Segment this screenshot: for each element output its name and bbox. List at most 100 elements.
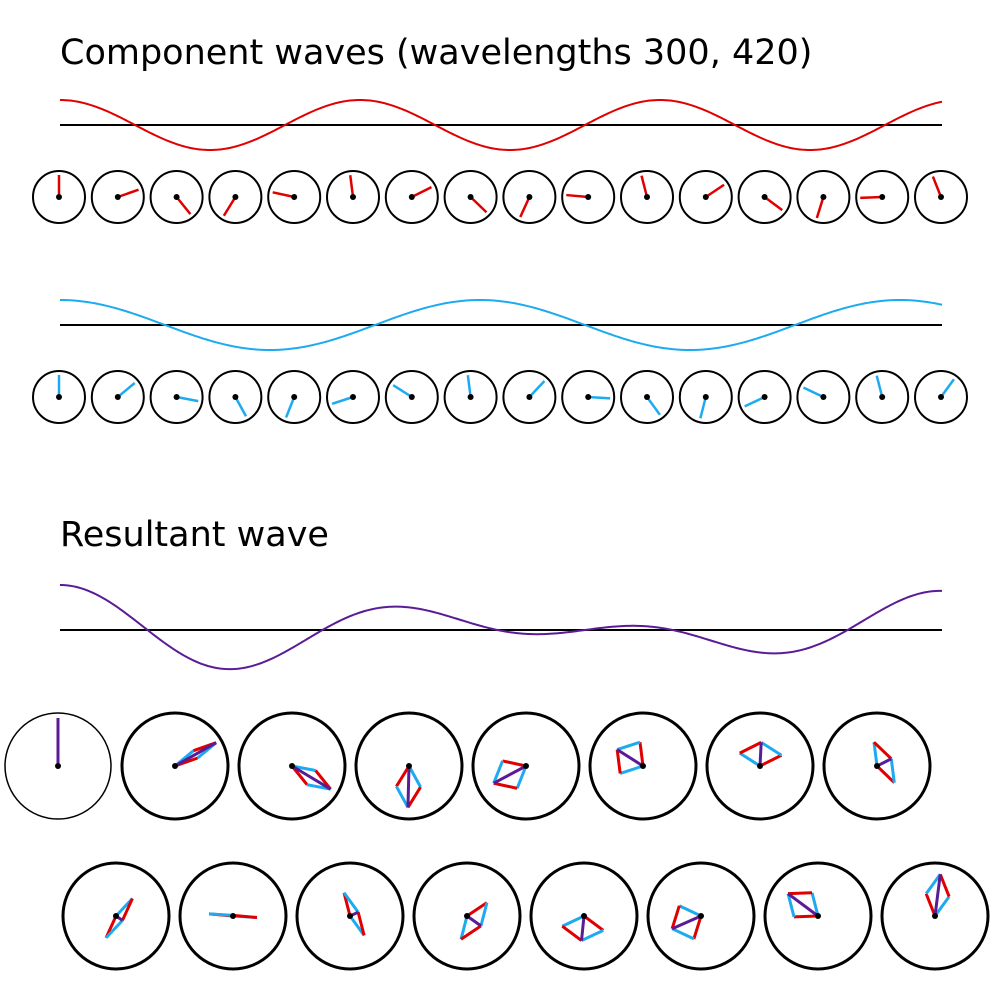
component-wave-1-phasor-circle: [796, 170, 851, 224]
resultant-row-1-sum-arrow: [758, 742, 763, 767]
component-wave-1-phasor: [737, 170, 792, 224]
component-wave-2-phasor-arrow: [588, 395, 611, 400]
resultant-row-1-phasor-pivot: [874, 763, 880, 769]
component-wave-2-phasor: [208, 370, 263, 424]
resultant-row-2-phasor-pivot: [347, 913, 353, 919]
resultant-row-2-sum-arrow: [671, 914, 702, 931]
component-wave-1-phasor-circle: [561, 170, 616, 224]
resultant-row-2-component-2-arrow-alt: [933, 895, 951, 917]
resultant-row-2-component-2-arrow-alt: [459, 915, 469, 940]
resultant-row-2-phasor-pivot: [113, 913, 119, 919]
resultant-row-1-component-2-arrow-alt: [515, 765, 528, 789]
component-wave-1-phasor: [208, 170, 263, 224]
resultant-row-2-phasor-circle: [763, 861, 873, 971]
component-wave-2-phasor-pivot: [467, 394, 474, 400]
resultant-wave-group: [59, 584, 943, 671]
resultant-row-1-phasor-pivot: [55, 763, 61, 769]
resultant-row-1-component-2-arrow: [616, 740, 641, 752]
component-wave-1-phasor-circle: [32, 170, 86, 224]
component-wave-1-phasor-pivot: [291, 194, 298, 200]
component-wave-2-phasor-pivot: [761, 394, 768, 400]
component-wave-1-group: [59, 98, 943, 152]
resultant-row-1-component-2-arrow-alt: [872, 742, 879, 767]
resultant-row-2-component-1-arrow: [692, 915, 703, 940]
resultant-row-2-component-1-arrow-alt: [787, 891, 813, 896]
component-wave-2-phasor: [267, 370, 322, 424]
resultant-row-1-phasor: [354, 711, 464, 821]
component-wave-1-phasor-arrow: [117, 188, 139, 199]
resultant-row-1-component-2-arrow-alt: [619, 764, 644, 775]
component-wave-1-phasor-arrow: [705, 183, 725, 199]
component-wave-1-phasor-pivot: [408, 194, 415, 200]
component-wave-2-phasor-circle: [914, 370, 968, 424]
component-wave-2-phasor-arrow: [875, 375, 884, 398]
resultant-row-2-component-1-arrow: [583, 914, 605, 932]
resultant-row-1-component-1-arrow: [875, 764, 896, 784]
resultant-row-2-component-2-arrow-alt: [678, 904, 702, 918]
component-wave-1-phasor-pivot: [56, 194, 62, 200]
component-wave-1-phasor: [90, 170, 145, 224]
component-wave-1-phasor: [855, 170, 910, 224]
component-wave-1-phasor: [502, 170, 557, 224]
component-wave-2-phasor-arrow: [939, 378, 955, 398]
resultant-row-1-phasor-pivot: [289, 763, 295, 769]
component-wave-2-phasor-circle: [208, 370, 263, 424]
component-wave-2-phasor-circle: [384, 370, 439, 424]
resultant-row-2-phasor-circle: [529, 861, 639, 971]
component-wave-2-phasor-arrow: [392, 384, 413, 399]
component-wave-2-phasor-arrow: [117, 382, 136, 398]
resultant-row-1-component-2-arrow-alt: [738, 751, 761, 768]
resultant-row-1-sum-arrow: [493, 764, 527, 785]
component-wave-1-phasor: [443, 170, 498, 224]
resultant-row-2-phasor-circle: [880, 861, 990, 971]
component-wave-1-phasor-arrow: [815, 196, 825, 219]
resultant-row-1-component-1-arrow: [638, 742, 645, 767]
component-wave-2-phasor: [737, 370, 792, 424]
component-wave-1-phasor-pivot: [526, 194, 533, 200]
component-wave-1-phasor-arrow: [411, 186, 433, 199]
resultant-row-1-component-2-arrow-alt: [407, 765, 422, 788]
resultant-row-2-phasor: [412, 861, 522, 971]
resultant-row-2-phasor: [646, 861, 756, 971]
resultant-row-1-phasor-pivot: [640, 763, 646, 769]
resultant-row-1-component-1-arrow: [759, 753, 783, 768]
resultant-row-2-phasor: [61, 861, 171, 971]
component-wave-2-phasor-pivot: [879, 394, 886, 400]
resultant-row-2-component-1-arrow-alt: [232, 913, 258, 920]
resultant-row-1-component-1-arrow: [502, 759, 527, 768]
resultant-row-2-phasor-pivot: [932, 913, 938, 919]
resultant-row-1-component-1-arrow-alt: [739, 741, 762, 755]
component-wave-1-phasor-row: [32, 170, 968, 224]
component-wave-1-phasor: [149, 170, 204, 224]
resultant-row-2-sum-arrow: [933, 874, 942, 917]
resultant-row-1-sum-arrow: [616, 748, 644, 768]
component-wave-2-phasor-circle: [32, 370, 86, 424]
component-wave-2-phasor-circle: [737, 370, 792, 424]
resultant-row-1-phasor-circle: [237, 711, 347, 821]
resultant-row-2-phasor-circle: [61, 861, 171, 971]
component-wave-2-phasor: [502, 370, 557, 424]
resultant-row-1-phasor-circle: [4, 712, 112, 820]
component-wave-2-phasor-arrow: [645, 396, 661, 416]
component-wave-2-phasor-arrow: [699, 396, 708, 419]
resultant-row-1-phasor-pivot: [523, 763, 529, 769]
component-wave-1-phasor: [914, 170, 968, 224]
resultant-row-2-phasor: [178, 861, 288, 971]
resultant-row-2-component-2-arrow-alt: [810, 892, 820, 917]
component-wave-1-phasor-circle: [855, 170, 910, 224]
component-wave-1-phasor-arrow: [175, 196, 192, 215]
component-wave-1-phasor-pivot: [114, 194, 121, 200]
resultant-row-2-component-2-arrow: [786, 893, 796, 918]
resultant-row-2-phasor: [763, 861, 873, 971]
component-wave-1-phasor-circle: [620, 170, 674, 224]
resultant-row-2-component-1-arrow: [793, 914, 819, 919]
resultant-row-2-component-2-arrow: [104, 919, 124, 939]
resultant-row-1-phasor-circle: [354, 711, 464, 821]
resultant-row-1-component-2-arrow: [889, 758, 896, 783]
resultant-row-2-phasor-pivot: [815, 913, 821, 919]
component-wave-1-phasor-circle: [326, 170, 380, 224]
resultant-row-2-phasor: [880, 861, 990, 971]
resultant-wave-title: Resultant wave: [60, 515, 329, 555]
component-wave-1-phasor: [796, 170, 851, 224]
